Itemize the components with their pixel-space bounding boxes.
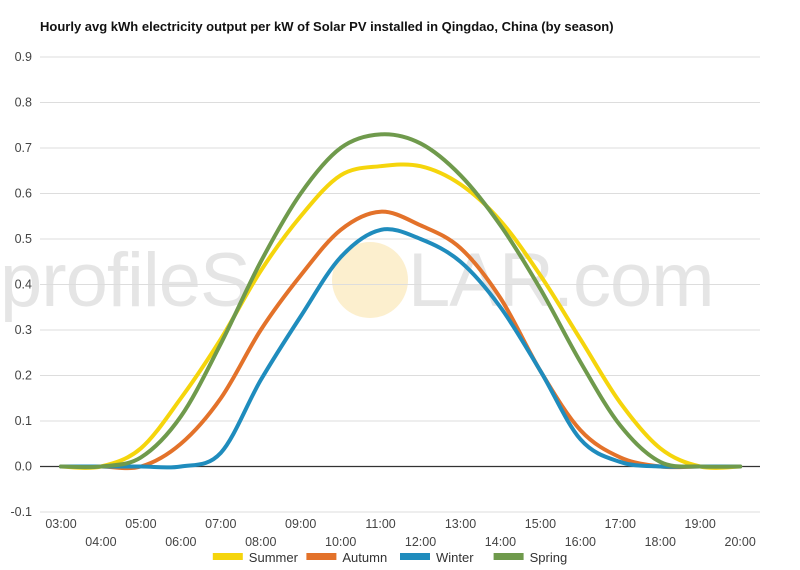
grid — [40, 56, 760, 513]
x-tick-label: 04:00 — [85, 535, 116, 549]
x-tick-label: 10:00 — [325, 535, 356, 549]
x-tick-label: 03:00 — [45, 517, 76, 531]
x-tick-label: 20:00 — [725, 535, 756, 549]
y-tick-label: 0.2 — [15, 369, 32, 383]
x-tick-label: 15:00 — [525, 517, 556, 531]
x-tick-label: 07:00 — [205, 517, 236, 531]
y-tick-label: 0.1 — [15, 414, 32, 428]
legend-swatch-spring — [493, 553, 524, 560]
x-tick-label: 19:00 — [685, 517, 716, 531]
x-tick-label: 17:00 — [605, 517, 636, 531]
legend-swatch-winter — [400, 553, 430, 560]
y-tick-label: 0.3 — [15, 323, 32, 337]
x-axis: 03:00 04:00 05:00 06:00 07:00 08:00 09:00 10:00… — [45, 517, 755, 549]
x-tick-label: 05:00 — [125, 517, 156, 531]
series-line-autumn — [59, 209, 743, 471]
legend-label-summer: Summer — [249, 550, 299, 565]
watermark: profileS LAR.com — [0, 238, 715, 323]
legend-label-winter: Winter — [436, 550, 474, 565]
y-tick-label: 0.5 — [15, 232, 32, 246]
y-tick-label: 0.4 — [15, 278, 32, 292]
series-line-spring — [59, 132, 743, 470]
x-tick-label: 08:00 — [245, 535, 276, 549]
legend: Summer Autumn Winter Spring — [212, 550, 568, 565]
x-tick-label: 09:00 — [285, 517, 316, 531]
y-tick-label: 0.0 — [15, 460, 32, 474]
x-tick-label: 14:00 — [485, 535, 516, 549]
series-line-summer — [59, 162, 743, 470]
x-tick-label: 16:00 — [565, 535, 596, 549]
x-tick-label: 18:00 — [645, 535, 676, 549]
series-line-winter — [59, 227, 743, 470]
y-axis: -0.1 0.0 0.1 0.2 0.3 0.4 0.5 0.6 0.7 0.8 0.9 — [10, 50, 32, 519]
chart-title: Hourly avg kWh electricity output per kW… — [40, 19, 614, 34]
y-tick-label: -0.1 — [10, 505, 32, 519]
series-lines — [59, 132, 743, 471]
legend-swatch-autumn — [306, 553, 337, 560]
y-tick-label: 0.6 — [15, 187, 32, 201]
y-tick-label: 0.8 — [15, 96, 32, 110]
watermark-sun-icon — [332, 242, 408, 318]
legend-swatch-summer — [212, 553, 243, 560]
x-tick-label: 11:00 — [365, 517, 395, 531]
y-tick-label: 0.7 — [15, 141, 32, 155]
x-tick-label: 12:00 — [405, 535, 436, 549]
x-tick-label: 06:00 — [165, 535, 196, 549]
x-tick-label: 13:00 — [445, 517, 476, 531]
legend-label-spring: Spring — [530, 550, 568, 565]
y-tick-label: 0.9 — [15, 50, 32, 64]
legend-label-autumn: Autumn — [342, 550, 387, 565]
watermark-text-left: profileS — [0, 238, 250, 323]
